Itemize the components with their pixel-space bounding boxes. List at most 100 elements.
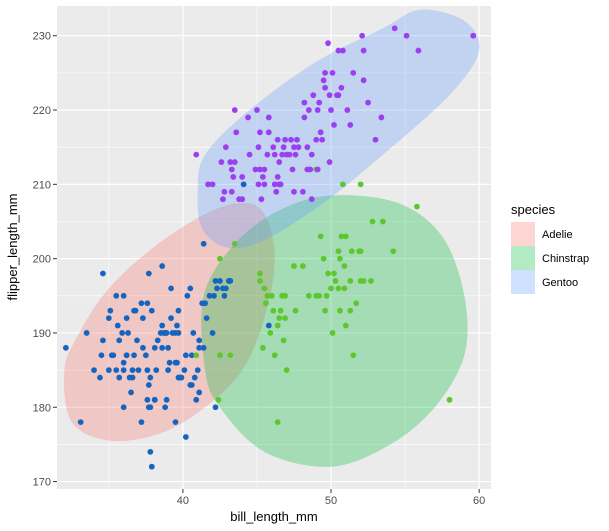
point-gentoo: [328, 107, 334, 113]
point-adelie: [128, 389, 134, 396]
point-gentoo: [301, 99, 308, 106]
point-chinstrap: [317, 233, 324, 240]
y-tick-label: 200: [33, 254, 51, 266]
point-gentoo: [314, 166, 321, 173]
point-gentoo: [372, 136, 379, 143]
point-adelie: [181, 367, 188, 374]
series-gentoo: [193, 25, 477, 203]
point-adelie: [203, 315, 210, 321]
point-adelie: [100, 337, 106, 344]
point-chinstrap: [291, 263, 297, 269]
point-chinstrap: [231, 240, 238, 247]
point-chinstrap: [322, 307, 329, 314]
point-adelie: [174, 359, 180, 366]
series-adelie: [62, 181, 272, 470]
series-chinstrap: [193, 166, 453, 426]
point-adelie: [144, 300, 151, 307]
point-chinstrap: [257, 270, 263, 277]
point-adelie: [135, 367, 142, 374]
point-chinstrap: [337, 307, 343, 314]
point-adelie: [62, 344, 69, 351]
point-chinstrap: [268, 292, 275, 299]
point-adelie: [194, 367, 201, 374]
y-tick-label: 210: [33, 179, 51, 191]
point-chinstrap: [414, 203, 420, 210]
point-chinstrap: [276, 315, 283, 321]
point-adelie: [97, 374, 103, 381]
point-gentoo: [254, 107, 260, 113]
point-gentoo: [271, 151, 278, 158]
point-gentoo: [219, 196, 226, 203]
point-chinstrap: [227, 352, 234, 359]
point-gentoo: [221, 188, 228, 195]
point-adelie: [196, 337, 203, 344]
point-adelie: [147, 448, 154, 455]
point-gentoo: [274, 174, 281, 180]
point-adelie: [165, 344, 171, 351]
point-adelie: [221, 292, 228, 299]
point-adelie: [196, 389, 203, 396]
point-adelie: [168, 285, 174, 292]
point-gentoo: [325, 40, 331, 47]
point-adelie: [200, 344, 207, 351]
plot-panel: [57, 6, 491, 489]
point-gentoo: [319, 136, 326, 143]
point-gentoo: [301, 114, 308, 121]
point-adelie: [191, 374, 198, 381]
point-adelie: [138, 300, 145, 307]
point-gentoo: [359, 32, 366, 39]
point-chinstrap: [347, 278, 354, 284]
point-adelie: [147, 374, 154, 381]
point-gentoo: [231, 159, 238, 165]
x-tick-label: 60: [473, 495, 485, 507]
point-gentoo: [391, 25, 398, 32]
points-layer: [62, 25, 477, 470]
point-chinstrap: [446, 396, 453, 403]
point-gentoo: [259, 174, 266, 180]
ellipse-adelie: [63, 202, 275, 442]
point-gentoo: [310, 92, 317, 99]
point-adelie: [188, 352, 195, 359]
point-adelie: [144, 367, 151, 374]
point-adelie: [129, 374, 136, 381]
point-adelie: [148, 463, 155, 470]
point-chinstrap: [335, 285, 342, 292]
y-tick-label: 170: [33, 477, 51, 489]
point-gentoo: [286, 151, 293, 158]
point-adelie: [77, 419, 84, 426]
point-adelie: [107, 307, 114, 314]
point-adelie: [182, 352, 189, 359]
point-adelie: [166, 359, 173, 366]
point-adelie: [212, 404, 219, 411]
point-chinstrap: [329, 330, 336, 336]
point-adelie: [140, 315, 146, 321]
point-adelie: [153, 367, 160, 374]
point-adelie: [98, 352, 105, 359]
point-gentoo: [305, 107, 312, 113]
point-adelie: [188, 382, 195, 388]
point-chinstrap: [332, 278, 339, 284]
point-chinstrap: [277, 307, 284, 314]
point-chinstrap: [261, 285, 268, 292]
point-gentoo: [282, 136, 289, 143]
point-gentoo: [307, 166, 314, 173]
point-chinstrap: [347, 307, 354, 314]
point-gentoo: [231, 107, 238, 113]
point-adelie: [174, 322, 180, 329]
point-gentoo: [378, 114, 385, 121]
point-gentoo: [227, 159, 234, 165]
point-adelie: [168, 315, 174, 321]
point-adelie: [91, 367, 97, 374]
point-chinstrap: [264, 292, 271, 299]
point-chinstrap: [217, 352, 223, 359]
point-gentoo: [365, 99, 371, 106]
point-chinstrap: [348, 248, 355, 255]
point-gentoo: [317, 129, 324, 136]
point-adelie: [175, 330, 182, 336]
point-adelie: [144, 396, 151, 403]
point-chinstrap: [350, 352, 357, 359]
point-adelie: [145, 382, 152, 388]
legend-title: species: [511, 202, 556, 217]
point-adelie: [175, 307, 182, 314]
